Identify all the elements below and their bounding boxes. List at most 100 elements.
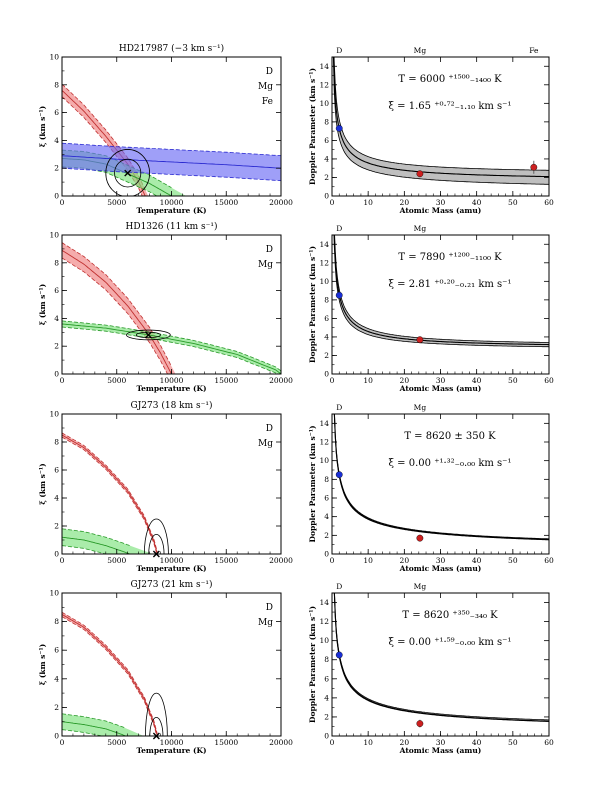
y-tick-label: 4 (324, 512, 329, 521)
band-edge-d (62, 432, 158, 553)
x-tick-label: 10 (363, 556, 373, 565)
b-uncertainty-band (333, 57, 549, 185)
y-tick-label: 12 (319, 258, 329, 267)
temperature-annotation: T = 7890 ⁺¹²⁰⁰₋₁₁₀₀ K (398, 252, 502, 263)
x-tick-label: 0 (330, 198, 335, 207)
legend-entry-mg: Mg (258, 82, 273, 92)
x-tick-label: 30 (436, 376, 446, 385)
band-edge-d (62, 83, 146, 190)
x-tick-label: 50 (508, 376, 518, 385)
x-axis-label: Atomic Mass (amu) (399, 384, 482, 393)
band-edge-mg (62, 320, 281, 372)
b-best-fit-curve (333, 593, 549, 722)
doppler-panel: 0 10 20 30 40 50 60 0 2 4 6 8 10 12 14 Atomic Mass (amu… (308, 46, 554, 215)
confidence-contour (114, 158, 142, 188)
y-axis-label: Doppler Parameter (km s⁻¹) (308, 246, 317, 363)
x-tick-label: 50 (508, 738, 518, 747)
plot-area (333, 414, 549, 541)
b-best-fit-curve (333, 235, 549, 346)
x-tick-label: 0 (330, 376, 335, 385)
data-point (335, 471, 343, 479)
y-tick-label: 4 (54, 136, 59, 145)
y-tick-label: 8 (54, 438, 59, 447)
band-edge-d (62, 436, 158, 554)
x-tick-label: 0 (330, 738, 335, 747)
x-tick-label: 15000 (214, 376, 238, 385)
data-point (530, 163, 538, 171)
y-tick-label: 12 (319, 438, 329, 447)
turbulence-annotation: ξ = 0.00 ⁺¹·³²₋₀.₀₀ km s⁻¹ (389, 458, 512, 469)
band-edge-d (62, 616, 158, 736)
x-tick-label: 60 (544, 738, 554, 747)
doppler-panel: 0 10 20 30 40 50 60 0 2 4 6 8 10 12 14 Atomic Mass (amu… (308, 224, 554, 393)
legend-entry-d: D (266, 603, 273, 613)
x-tick-label: 20 (400, 376, 410, 385)
y-tick-label: 4 (324, 693, 329, 702)
legend-entry-fe: Fe (262, 97, 273, 107)
plot-frame (61, 413, 282, 555)
x-tick-label: 10 (363, 376, 373, 385)
temperature-annotation: T = 6000 ⁺¹⁵⁰⁰₋₁₄₀₀ K (398, 74, 502, 85)
legend-entry-mg: Mg (258, 439, 273, 449)
y-tick-label: 0 (54, 192, 59, 201)
y-tick-label: 0 (324, 550, 329, 559)
legend-entry-mg: Mg (258, 618, 273, 628)
y-tick-label: 10 (319, 636, 329, 645)
panel-title: HD1326 (11 km s⁻¹) (126, 221, 218, 232)
band-mg (62, 320, 281, 374)
element-label-mg: Mg (414, 582, 427, 591)
y-tick-label: 4 (54, 674, 59, 683)
element-label-fe: Fe (529, 46, 539, 55)
y-tick-label: 12 (319, 617, 329, 626)
panel-title: GJ273 (18 km s⁻¹) (131, 400, 213, 411)
band-edge-mg (62, 326, 281, 374)
x-tick-label: 50 (508, 556, 518, 565)
x-tick-label: 10000 (160, 198, 184, 207)
data-point (416, 534, 424, 542)
b-best-fit-curve (333, 57, 549, 178)
band-center-mg (62, 536, 131, 554)
legend-entry-mg: Mg (258, 260, 273, 270)
best-fit-marker (124, 169, 132, 177)
x-axis-label: Atomic Mass (amu) (399, 746, 482, 755)
x-tick-label: 40 (472, 556, 482, 565)
element-label-d: D (336, 46, 342, 55)
x-tick-label: 5000 (107, 738, 126, 747)
x-tick-label: 40 (472, 198, 482, 207)
y-tick-label: 2 (54, 703, 59, 712)
x-tick-label: 20000 (269, 376, 293, 385)
y-tick-label: 8 (324, 475, 329, 484)
y-tick-label: 0 (324, 370, 329, 379)
x-tick-label: 20 (400, 556, 410, 565)
band-edge-mg (62, 729, 126, 736)
band-fe (62, 143, 281, 196)
y-tick-label: 2 (324, 173, 329, 182)
y-tick-label: 6 (324, 674, 329, 683)
x-tick-label: 0 (60, 376, 65, 385)
y-tick-label: 4 (324, 154, 329, 163)
y-axis-label: ξ (km s⁻¹) (38, 463, 47, 504)
legend-entry-d: D (266, 67, 273, 77)
x-tick-label: 40 (472, 738, 482, 747)
x-tick-label: 20000 (269, 738, 293, 747)
y-tick-label: 10 (319, 99, 329, 108)
band-center-mg (62, 721, 126, 736)
x-tick-label: 10000 (160, 376, 184, 385)
x-tick-label: 0 (60, 556, 65, 565)
x-tick-label: 5000 (107, 556, 126, 565)
band-center-mg (62, 323, 281, 374)
x-tick-label: 0 (60, 198, 65, 207)
y-tick-label: 6 (54, 108, 59, 117)
legend-entry-d: D (266, 245, 273, 255)
x-tick-label: 20 (400, 738, 410, 747)
y-tick-label: 6 (324, 136, 329, 145)
y-tick-label: 10 (49, 410, 59, 419)
x-tick-label: 20000 (269, 556, 293, 565)
x-tick-label: 60 (544, 556, 554, 565)
y-tick-label: 8 (54, 80, 59, 89)
turbulence-annotation: ξ = 1.65 ⁺⁰·⁷²₋₁.₁₀ km s⁻¹ (389, 101, 512, 112)
b-band-edge (334, 593, 549, 721)
contour-panel: 0 5000 10000 15000 20000 0 2 4 6 8 10 Temperature (… (38, 221, 293, 393)
band-mg (62, 713, 144, 736)
